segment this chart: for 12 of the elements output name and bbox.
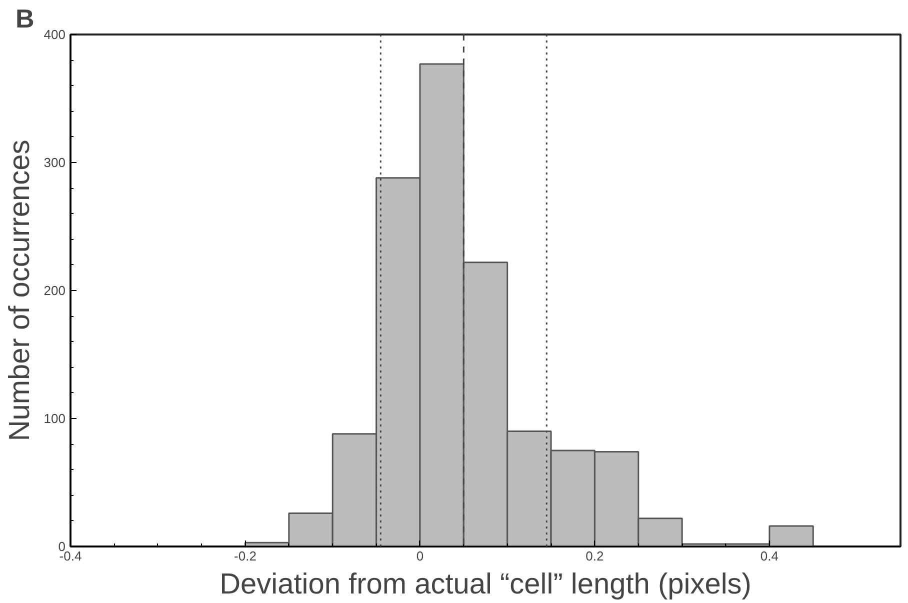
y-axis-title: Number of occurrences	[4, 140, 36, 442]
y-tick-label: 100	[44, 411, 66, 426]
x-tick-label: 0	[416, 548, 424, 564]
y-tick-label: 200	[44, 283, 66, 298]
x-axis-title: Deviation from actual “cell” length (pixels)	[220, 568, 752, 600]
y-tick-label: 400	[44, 27, 66, 42]
x-tick-label: -0.2	[234, 548, 256, 564]
x-tick-label: 0.4	[760, 548, 778, 564]
text: B	[16, 4, 34, 34]
y-tick-label: 300	[44, 155, 66, 170]
y-tick-label: 0	[58, 539, 66, 554]
x-tick-label: 0.2	[586, 548, 604, 564]
